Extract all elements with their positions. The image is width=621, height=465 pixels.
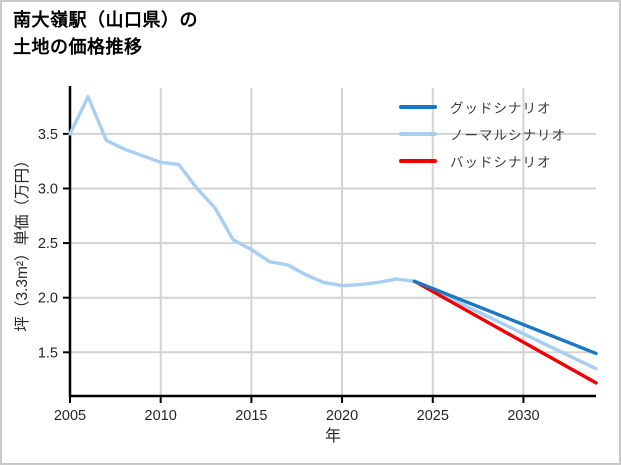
x-tick-label: 2010 bbox=[145, 408, 177, 424]
y-tick-label: 3.5 bbox=[38, 127, 58, 143]
chart-title-line1: 南大嶺駅（山口県）の bbox=[13, 10, 198, 30]
x-tick-label: 2020 bbox=[326, 408, 358, 424]
legend-label-normal: ノーマルシナリオ bbox=[450, 127, 566, 143]
chart-title: 南大嶺駅（山口県）の 土地の価格推移 bbox=[13, 7, 198, 61]
x-tick-label: 2030 bbox=[507, 408, 539, 424]
x-tick-label: 2015 bbox=[235, 408, 267, 424]
y-tick-label: 2.5 bbox=[38, 236, 58, 252]
y-tick-label: 3.0 bbox=[38, 181, 58, 197]
chart-title-line2: 土地の価格推移 bbox=[13, 37, 143, 57]
legend-item-bad: バッドシナリオ bbox=[399, 147, 566, 174]
x-tick-label: 2025 bbox=[417, 408, 449, 424]
chart-legend: グッドシナリオ ノーマルシナリオ バッドシナリオ bbox=[399, 93, 566, 174]
y-axis-label: 坪（3.3m²）単価（万円） bbox=[13, 152, 31, 331]
series-line-good bbox=[412, 279, 598, 356]
series-line-normal bbox=[68, 94, 598, 371]
series-line-bad bbox=[412, 279, 598, 385]
legend-item-normal: ノーマルシナリオ bbox=[399, 120, 566, 147]
y-tick-label: 1.5 bbox=[38, 345, 58, 361]
legend-item-good: グッドシナリオ bbox=[399, 93, 566, 120]
legend-swatch-good bbox=[399, 104, 437, 109]
x-tick-label: 2005 bbox=[54, 408, 86, 424]
x-axis-label: 年 bbox=[325, 427, 341, 445]
legend-label-bad: バッドシナリオ bbox=[450, 154, 552, 170]
legend-swatch-bad bbox=[399, 158, 437, 163]
y-tick-label: 2.0 bbox=[38, 291, 58, 307]
legend-swatch-normal bbox=[399, 131, 437, 136]
legend-label-good: グッドシナリオ bbox=[450, 100, 552, 116]
